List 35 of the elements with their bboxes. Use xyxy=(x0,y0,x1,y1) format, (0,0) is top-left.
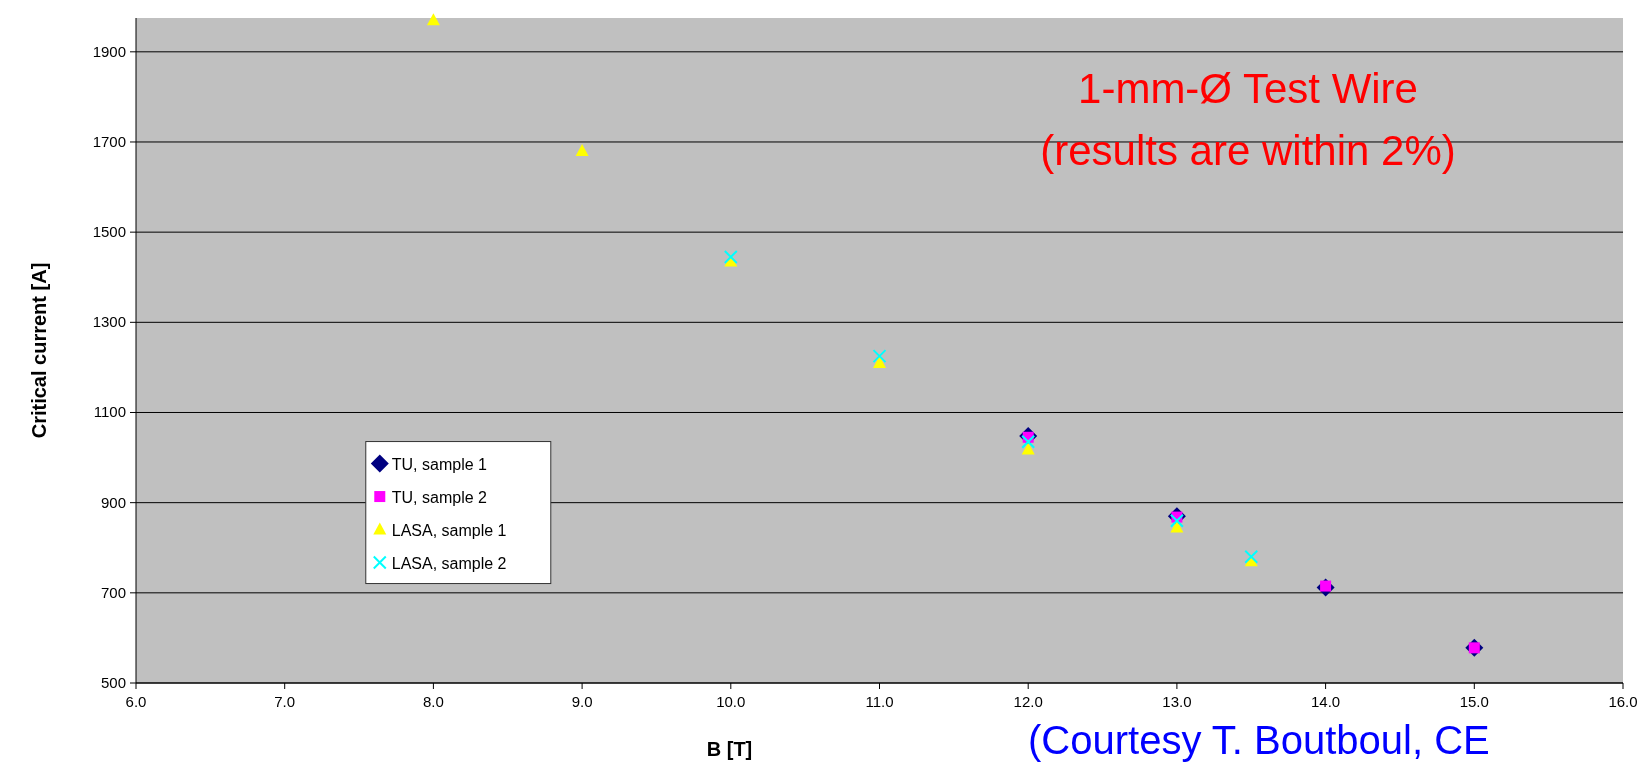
x-tick-label: 14.0 xyxy=(1311,693,1341,710)
y-axis-title: Critical current [A] xyxy=(28,262,50,439)
x-tick-label: 10.0 xyxy=(716,693,746,710)
y-tick-label: 900 xyxy=(100,493,126,511)
y-tick-label: 1900 xyxy=(92,42,126,60)
point xyxy=(872,349,887,364)
x-tick-label: 16.0 xyxy=(1608,693,1638,710)
y-tick-label: 1100 xyxy=(93,403,126,421)
point xyxy=(723,249,738,264)
annotation: 1-mm-Ø Test Wire (results are within 2%) xyxy=(1040,65,1456,174)
x-tick-label: 9.0 xyxy=(571,693,593,710)
y-tick-label: 1300 xyxy=(92,313,126,331)
x-tick-label: 6.0 xyxy=(125,693,147,710)
x-tick-label: 12.0 xyxy=(1013,693,1043,710)
y-tick-label: 1700 xyxy=(92,132,126,150)
y-tick-label: 500 xyxy=(100,674,126,691)
point xyxy=(575,144,589,156)
legend-label: LASA, sample 1 xyxy=(391,521,507,539)
point xyxy=(1021,434,1036,449)
legend-label: TU, sample 1 xyxy=(391,455,488,473)
point xyxy=(426,13,440,26)
x-tick-label: 15.0 xyxy=(1459,693,1489,710)
x-tick-label: 11.0 xyxy=(865,693,894,710)
point xyxy=(1244,549,1259,564)
point xyxy=(1021,442,1035,455)
x-tick-label: 7.0 xyxy=(274,693,296,710)
text: (Courtesy T. Boutboul, CE xyxy=(1028,718,1490,762)
x-tick-label: 8.0 xyxy=(422,693,444,710)
y-tick-label: 1500 xyxy=(92,223,126,241)
y-tick-label: 700 xyxy=(100,583,126,601)
x-axis-title: B [T] xyxy=(706,738,753,760)
point xyxy=(1169,513,1184,528)
legend-label: LASA, sample 2 xyxy=(391,554,507,572)
x-tick-label: 13.0 xyxy=(1162,693,1192,710)
legend-label: TU, sample 2 xyxy=(391,488,488,506)
